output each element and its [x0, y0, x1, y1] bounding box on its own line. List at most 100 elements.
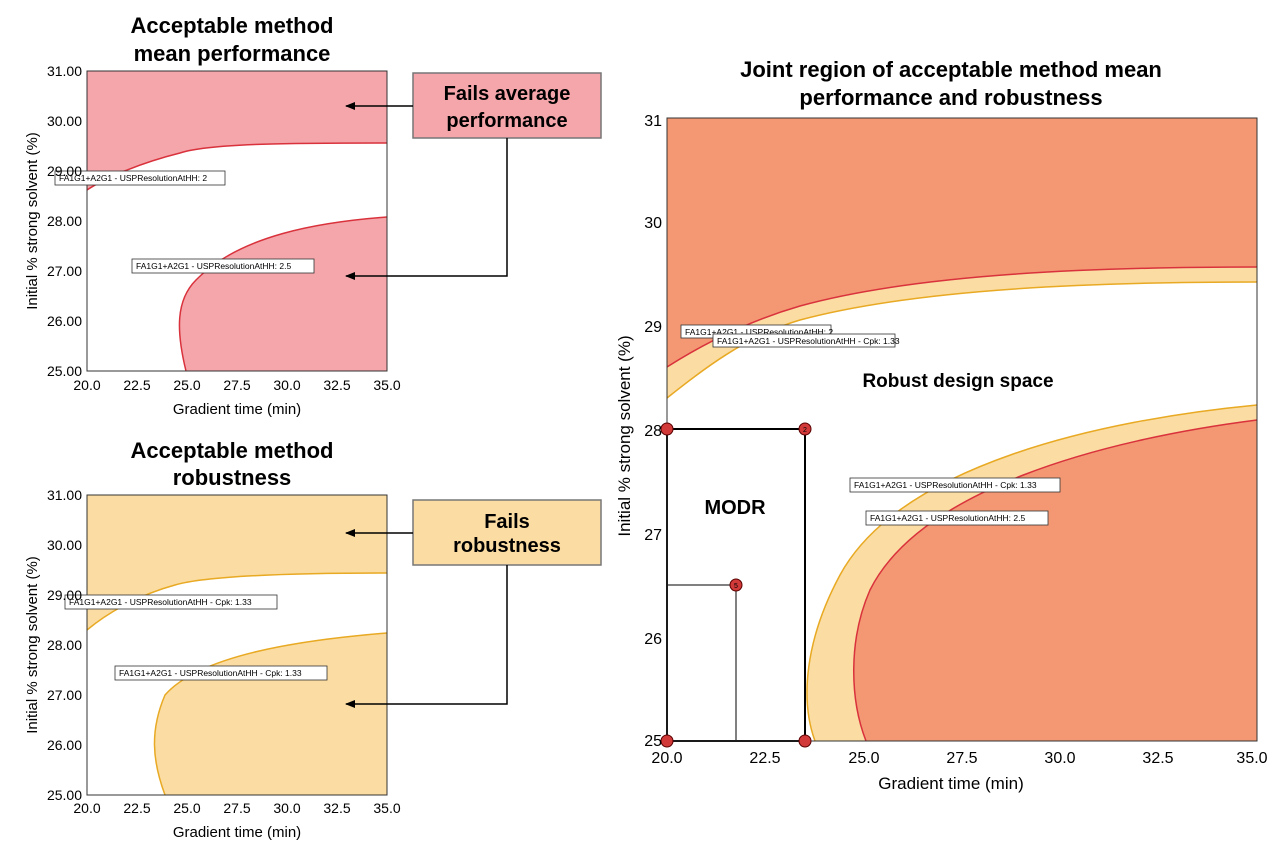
robustness-panel: Acceptable method robustness FA1G1+A2G1 …: [24, 438, 602, 841]
robust-x-axis: 20.0 22.5 25.0 27.5 30.0 32.5 35.0 Gradi…: [73, 800, 400, 841]
mean-y-tick: 25.00: [47, 363, 82, 379]
modr-point-center[interactable]: [729, 578, 743, 592]
mean-plot-area: [86, 70, 388, 372]
mean-x-tick: 27.5: [223, 377, 250, 393]
joint-y-tick: 29: [644, 319, 662, 336]
joint-y-tick: 28: [644, 423, 662, 440]
fails-robustness-line1: Fails: [484, 511, 530, 533]
robust-contour-upper: [86, 572, 388, 631]
modr-point-top-left[interactable]: [660, 422, 674, 436]
fails-average-line2: performance: [446, 110, 567, 132]
modr-point-center-label: 5: [734, 583, 738, 590]
mean-title-line2: mean performance: [134, 41, 331, 66]
joint-fail-region-upper: [667, 118, 1257, 367]
joint-x-tick: 22.5: [749, 750, 780, 767]
robust-y-axis-label: Initial % strong solvent (%): [24, 556, 41, 734]
joint-label-lower-a: FA1G1+A2G1 - USPResolutionAtHH - Cpk: 1.…: [854, 480, 1037, 490]
modr-point-bottom-right[interactable]: [798, 734, 812, 748]
joint-y-tick: 31: [644, 113, 662, 130]
modr-point-top-right-label: 2: [803, 427, 807, 434]
joint-x-tick: 35.0: [1236, 750, 1267, 767]
joint-title-line2: performance and robustness: [799, 85, 1102, 110]
robust-x-tick: 22.5: [123, 800, 150, 816]
joint-panel: Joint region of acceptable method mean p…: [615, 57, 1268, 793]
robust-y-tick: 31.00: [47, 487, 82, 503]
robust-x-tick: 20.0: [73, 800, 100, 816]
robust-contour-label-upper: FA1G1+A2G1 - USPResolutionAtHH - Cpk: 1.…: [69, 597, 252, 607]
robust-plot-area: [86, 494, 388, 796]
robust-y-tick: 27.00: [47, 687, 82, 703]
mean-x-tick: 20.0: [73, 377, 100, 393]
joint-label-upper-a: FA1G1+A2G1 - USPResolutionAtHH: 2: [685, 327, 833, 337]
mean-contour-label-upper-box: FA1G1+A2G1 - USPResolutionAtHH: 2: [54, 170, 226, 186]
modr-point-top-right[interactable]: [798, 422, 812, 436]
mean-contour-label-upper: FA1G1+A2G1 - USPResolutionAtHH: 2: [59, 173, 207, 183]
joint-x-axis: 20.0 22.5 25.0 27.5 30.0 32.5 35.0 Gradi…: [651, 750, 1267, 793]
mean-x-axis-label: Gradient time (min): [173, 401, 301, 418]
modr-label: MODR: [704, 497, 766, 519]
robust-contour-lower: [153, 632, 388, 796]
mean-arrow-lower: [345, 138, 508, 280]
joint-y-axis-label: Initial % strong solvent (%): [615, 335, 634, 536]
mean-x-axis: 20.0 22.5 25.0 27.5 30.0 32.5 35.0 Gradi…: [73, 377, 400, 418]
robust-title-line1: Acceptable method: [131, 438, 334, 463]
robust-contour-label-lower: FA1G1+A2G1 - USPResolutionAtHH - Cpk: 1.…: [119, 668, 302, 678]
mean-y-axis: 25.00 26.00 27.00 28.00 29.00 30.00 31.0…: [24, 63, 82, 379]
joint-label-lower-b-box: FA1G1+A2G1 - USPResolutionAtHH: 2.5: [865, 510, 1049, 526]
fails-robustness-line2: robustness: [453, 535, 561, 557]
joint-contour-mean-lower: [853, 419, 1258, 742]
joint-y-tick: 25: [644, 733, 662, 750]
robust-x-axis-label: Gradient time (min): [173, 824, 301, 841]
joint-y-tick: 27: [644, 527, 662, 544]
robust-x-tick: 25.0: [173, 800, 200, 816]
mean-plot-frame: [86, 70, 388, 372]
joint-title-line1: Joint region of acceptable method mean: [740, 57, 1162, 82]
mean-x-tick: 22.5: [123, 377, 150, 393]
mean-contour-label-lower: FA1G1+A2G1 - USPResolutionAtHH: 2.5: [136, 261, 291, 271]
joint-x-tick: 30.0: [1044, 750, 1075, 767]
robust-x-tick: 32.5: [323, 800, 350, 816]
mean-title-line1: Acceptable method: [131, 13, 334, 38]
robust-plot-frame: [86, 494, 388, 796]
robust-x-tick: 30.0: [273, 800, 300, 816]
fails-robustness-callout: Fails robustness: [412, 499, 602, 566]
robust-title-line2: robustness: [173, 465, 292, 490]
mean-y-tick: 30.00: [47, 113, 82, 129]
fails-average-line1: Fails average: [444, 83, 571, 105]
mean-y-tick: 28.00: [47, 213, 82, 229]
joint-contour-cpk-lower: [806, 404, 1258, 742]
robust-y-tick: 29.00: [47, 587, 82, 603]
mean-x-tick: 32.5: [323, 377, 350, 393]
robust-contour-label-upper-box: FA1G1+A2G1 - USPResolutionAtHH - Cpk: 1.…: [64, 594, 278, 610]
mean-x-tick: 25.0: [173, 377, 200, 393]
robust-y-tick: 28.00: [47, 637, 82, 653]
robust-design-space-label: Robust design space: [862, 371, 1053, 392]
robust-y-tick: 25.00: [47, 787, 82, 803]
mean-y-tick: 26.00: [47, 313, 82, 329]
modr-point-bottom-left[interactable]: [660, 734, 674, 748]
mean-y-tick: 31.00: [47, 63, 82, 79]
mean-performance-panel: Acceptable method mean performance FA1G1…: [24, 13, 602, 418]
mean-y-tick: 29.00: [47, 163, 82, 179]
fails-average-callout: Fails average performance: [412, 72, 602, 139]
mean-y-tick: 27.00: [47, 263, 82, 279]
robust-x-tick: 35.0: [373, 800, 400, 816]
joint-label-upper-b: FA1G1+A2G1 - USPResolutionAtHH - Cpk: 1.…: [717, 336, 900, 346]
robust-arrow-lower: [345, 565, 508, 708]
robust-x-tick: 27.5: [223, 800, 250, 816]
mean-fail-region-lower: [179, 217, 387, 371]
joint-contour-cpk-upper: [666, 281, 1258, 399]
joint-x-tick: 27.5: [946, 750, 977, 767]
mean-x-tick: 35.0: [373, 377, 400, 393]
joint-x-tick: 25.0: [848, 750, 879, 767]
joint-y-axis: 25 26 27 28 29 30 31 Initial % strong so…: [615, 113, 662, 750]
robust-y-axis: 25.00 26.00 27.00 28.00 29.00 30.00 31.0…: [24, 487, 82, 803]
robust-y-tick: 30.00: [47, 537, 82, 553]
joint-x-tick: 32.5: [1142, 750, 1173, 767]
joint-x-axis-label: Gradient time (min): [878, 774, 1023, 793]
joint-label-lower-b: FA1G1+A2G1 - USPResolutionAtHH: 2.5: [870, 513, 1025, 523]
mean-x-tick: 30.0: [273, 377, 300, 393]
robust-contour-label-lower-box: FA1G1+A2G1 - USPResolutionAtHH - Cpk: 1.…: [114, 665, 328, 681]
robust-y-tick: 26.00: [47, 737, 82, 753]
mean-fail-region-upper: [87, 71, 387, 190]
